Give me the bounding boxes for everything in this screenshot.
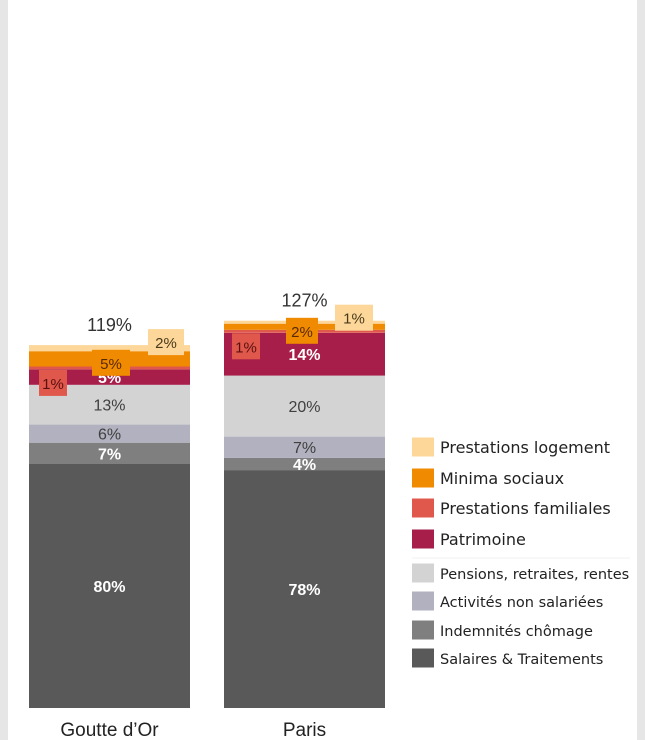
data-label-pensions-retraites-rentes-goutte-d-or: 13% [93, 398, 125, 415]
legend-label-prestations-logement: Prestations logement [440, 438, 610, 457]
stacked-bar-chart: 80%7%6%13%5%1%5%2%119%Goutte d’Or78%4%7%… [29, 291, 630, 740]
bar-segment-prestations-logement-goutte-d-or [29, 345, 190, 352]
label-box-minima-sociaux-goutte-d-or [92, 349, 130, 376]
legend-label-patrimoine: Patrimoine [440, 530, 526, 549]
legend-swatch-indemnites-chomage [412, 620, 434, 640]
legend-label-pensions-retraites-rentes: Pensions, retraites, rentes [440, 567, 629, 583]
legend-swatch-patrimoine [412, 529, 434, 549]
data-label-minima-sociaux-paris: 2% [291, 324, 313, 341]
legend-label-activites-non-salariees: Activités non salariées [440, 595, 603, 611]
data-label-prestations-logement-goutte-d-or: 2% [155, 335, 177, 352]
bar-segment-indemnites-chomage-goutte-d-or [29, 442, 190, 464]
data-label-indemnites-chomage-paris: 4% [293, 457, 316, 474]
total-label-goutte-d-or: 119% [87, 315, 132, 335]
data-label-prestations-familiales-paris: 1% [235, 339, 257, 356]
data-label-pensions-retraites-rentes-paris: 20% [288, 399, 320, 416]
data-label-prestations-logement-paris: 1% [343, 311, 365, 328]
data-label-activites-non-salariees-paris: 7% [293, 440, 316, 457]
legend-swatch-pensions-retraites-rentes [412, 563, 434, 583]
legend-label-salaires-traitements: Salaires & Traitements [440, 652, 603, 668]
label-box-prestations-logement-paris [335, 304, 373, 331]
label-box-prestations-familiales-goutte-d-or [39, 369, 67, 396]
data-label-salaires-traitements-paris: 78% [288, 582, 320, 599]
bar-segment-salaires-traitements-goutte-d-or [29, 464, 190, 708]
data-label-minima-sociaux-goutte-d-or: 5% [100, 356, 122, 373]
total-label-paris: 127% [281, 291, 327, 311]
legend-swatch-prestations-logement [412, 437, 434, 457]
label-box-minima-sociaux-paris [286, 317, 318, 344]
legend-label-minima-sociaux: Minima sociaux [440, 469, 564, 488]
legend-swatch-salaires-traitements [412, 648, 434, 668]
data-label-activites-non-salariees-goutte-d-or: 6% [98, 427, 121, 444]
legend-swatch-activites-non-salariees [412, 591, 434, 611]
legend-swatch-minima-sociaux [412, 468, 434, 488]
bar-segment-activites-non-salariees-goutte-d-or [29, 424, 190, 443]
chart-frame: 80% 7% 6% 13% 5% 1% 5% 2% 119% Goutte d’Or 78% 4% 7%… [8, 0, 637, 740]
data-label-salaires-traitements-goutte-d-or: 80% [93, 579, 125, 596]
data-label-prestations-familiales-goutte-d-or: 1% [42, 376, 64, 393]
bar-segment-patrimoine-goutte-d-or [29, 369, 190, 385]
legend-label-indemnites-chomage: Indemnités chômage [440, 624, 593, 640]
category-label-paris: Paris [283, 720, 326, 740]
data-label-indemnites-chomage-goutte-d-or: 7% [98, 446, 121, 463]
label-box-prestations-logement-goutte-d-or [148, 329, 184, 356]
bar-segment-indemnites-chomage-paris [224, 457, 385, 471]
bar-segment-salaires-traitements-paris [224, 470, 385, 708]
bar-segment-pensions-retraites-rentes-paris [224, 375, 385, 437]
legend-swatch-prestations-familiales [412, 498, 434, 518]
legend-label-prestations-familiales: Prestations familiales [440, 499, 611, 518]
data-label-patrimoine-paris: 14% [288, 347, 320, 364]
category-label-goutte-d-or: Goutte d’Or [60, 720, 159, 740]
label-box-prestations-familiales-paris [232, 333, 260, 360]
bar-segment-activites-non-salariees-paris [224, 436, 385, 458]
